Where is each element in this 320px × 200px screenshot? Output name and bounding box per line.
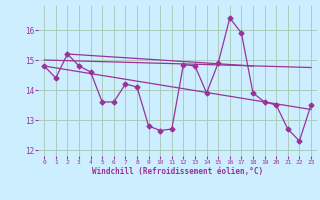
X-axis label: Windchill (Refroidissement éolien,°C): Windchill (Refroidissement éolien,°C) (92, 167, 263, 176)
